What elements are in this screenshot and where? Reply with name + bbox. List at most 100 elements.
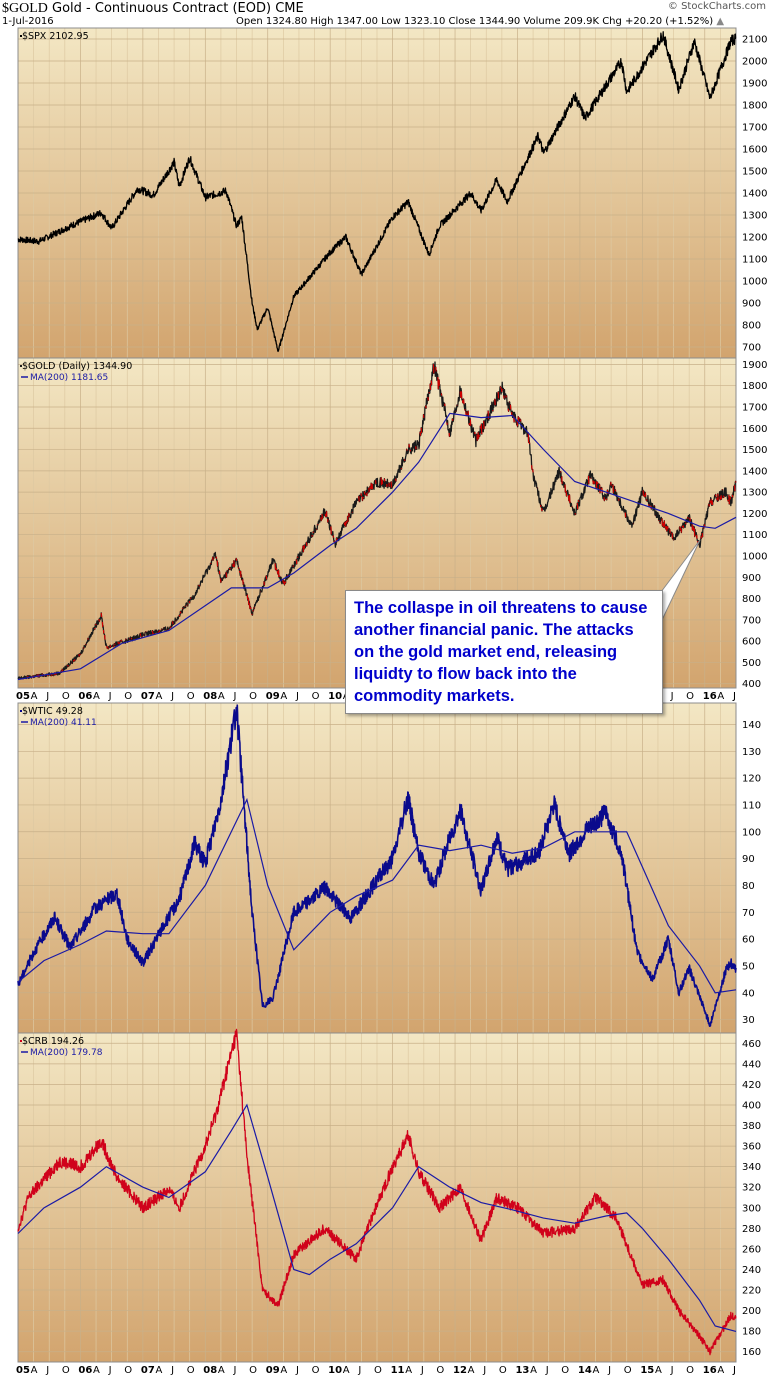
month-tick-label: O [187, 1365, 195, 1376]
y-tick-label: 800 [742, 594, 761, 605]
y-tick-label: 80 [742, 881, 755, 892]
series-ma200-line [17, 797, 737, 994]
symbol: $GOLD [2, 1, 48, 16]
month-tick-label: A [155, 1365, 162, 1376]
month-tick-label: J [607, 1365, 611, 1376]
panel-0: 700 800 900 1000 1100 1200 1300 1400 1500 1600 170… [17, 27, 767, 359]
month-tick-label: J [357, 1365, 361, 1376]
month-tick-label: O [374, 1365, 382, 1376]
month-tick-label: A [468, 1365, 475, 1376]
month-tick-label: A [31, 1365, 38, 1376]
month-tick-label: J [233, 1365, 237, 1376]
ohlc-values: Open 1324.80 High 1347.00 Low 1323.10 Cl… [236, 16, 714, 27]
month-tick-label: J [170, 691, 174, 702]
y-tick-label: 900 [742, 573, 761, 584]
month-tick-label: J [732, 1365, 736, 1376]
y-tick-label: 100 [742, 827, 761, 838]
y-tick-label: 1200 [742, 233, 767, 244]
month-tick-label: O [312, 691, 320, 702]
series-wtic-line [17, 704, 737, 1027]
year-tick-label: 08 [203, 691, 217, 702]
series-gold-line [17, 361, 737, 680]
y-tick-label: 1800 [742, 101, 767, 112]
y-tick-label: 1700 [742, 402, 767, 413]
year-tick-label: 05 [16, 1365, 30, 1376]
year-tick-label: 16 [703, 691, 717, 702]
y-tick-label: 400 [742, 1100, 761, 1111]
month-tick-label: A [93, 691, 100, 702]
month-tick-label: O [686, 1365, 694, 1376]
series-label: $SPX 2102.95 [22, 31, 89, 42]
month-tick-label: O [624, 1365, 632, 1376]
series-crb-line [17, 1028, 737, 1356]
year-tick-label: 08 [203, 1365, 217, 1376]
month-tick-label: O [124, 691, 132, 702]
y-tick-label: 1000 [742, 552, 767, 563]
month-tick-label: O [124, 1365, 132, 1376]
month-tick-label: J [233, 691, 237, 702]
month-tick-label: J [732, 1365, 736, 1376]
year-tick-label: 10 [328, 691, 342, 702]
y-tick-label: 420 [742, 1080, 761, 1091]
y-tick-label: 340 [742, 1162, 761, 1173]
month-tick-label: J [295, 691, 299, 702]
y-tick-label: 380 [742, 1121, 761, 1132]
y-tick-label: 460 [742, 1039, 761, 1050]
month-tick-label: A [343, 1365, 350, 1376]
month-tick-label: J [482, 1365, 486, 1376]
y-tick-label: 1500 [742, 167, 767, 178]
y-tick-label: 1500 [742, 445, 767, 456]
year-tick-label: 06 [78, 691, 92, 702]
y-tick-label: 120 [742, 774, 761, 785]
month-tick-label: A [593, 1365, 600, 1376]
month-tick-label: O [249, 691, 257, 702]
y-tick-label: 90 [742, 854, 755, 865]
month-tick-label: A [31, 691, 38, 702]
month-tick-label: J [170, 1365, 174, 1376]
year-tick-label: 10 [328, 1365, 342, 1376]
month-tick-label: O [561, 1365, 569, 1376]
month-tick-label: J [732, 691, 736, 702]
month-tick-label: O [62, 691, 70, 702]
panel-3: 160 180 200 220 240 260 280 300 320 340 360 380 400 4… [16, 1028, 761, 1376]
ma-label: MA(200) 179.78 [30, 1048, 103, 1058]
year-tick-label: 07 [141, 691, 155, 702]
y-tick-label: 900 [742, 299, 761, 310]
y-tick-label: 1400 [742, 466, 767, 477]
y-tick-label: 110 [742, 800, 761, 811]
series-label: $GOLD (Daily) 1344.90 [22, 361, 132, 372]
month-tick-label: J [732, 691, 736, 702]
gold-down-days [27, 364, 737, 679]
y-tick-label: 300 [742, 1203, 761, 1214]
year-tick-label: 09 [266, 1365, 280, 1376]
y-tick-label: 1900 [742, 360, 767, 371]
month-tick-label: J [45, 691, 49, 702]
month-tick-label: A [280, 691, 287, 702]
month-tick-label: A [218, 691, 225, 702]
y-tick-label: 1200 [742, 509, 767, 520]
month-tick-label: O [686, 691, 694, 702]
y-tick-label: 700 [742, 615, 761, 626]
chart-date: 1-Jul-2016 [2, 16, 54, 27]
exchange: CME [275, 1, 304, 16]
month-tick-label: O [312, 1365, 320, 1376]
month-tick-label: J [295, 1365, 299, 1376]
y-tick-label: 260 [742, 1244, 761, 1255]
y-tick-label: 200 [742, 1306, 761, 1317]
month-tick-label: A [280, 1365, 287, 1376]
ma-label: MA(200) 1181.65 [30, 373, 108, 383]
series-spx-line [17, 31, 737, 353]
y-tick-label: 280 [742, 1224, 761, 1235]
panel-2: 30 40 50 60 70 80 90 100 110 120 130 140 $WTIC 49.28… [17, 702, 761, 1034]
y-tick-label: 70 [742, 908, 755, 919]
ma-label: MA(200) 41.11 [30, 718, 97, 728]
y-tick-label: 320 [742, 1183, 761, 1194]
up-arrow-icon: ▲ [716, 16, 725, 27]
month-tick-label: A [405, 1365, 412, 1376]
year-tick-label: 09 [266, 691, 280, 702]
panel-border [17, 1032, 737, 1363]
month-tick-label: J [670, 691, 674, 702]
month-tick-label: A [530, 1365, 537, 1376]
y-tick-label: 1000 [742, 277, 767, 288]
y-tick-label: 30 [742, 1015, 755, 1026]
